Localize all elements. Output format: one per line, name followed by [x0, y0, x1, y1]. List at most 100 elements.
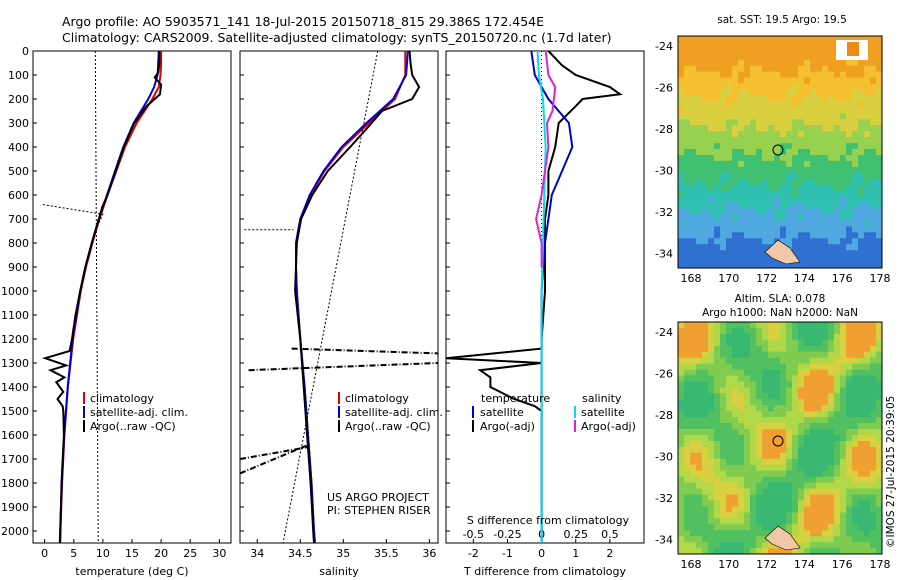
sla-pixel — [780, 417, 787, 424]
sst-pixel — [864, 143, 871, 150]
sst-pixel — [690, 125, 697, 132]
sla-pixel — [876, 351, 883, 358]
sst-pixel — [810, 214, 817, 221]
sla-pixel — [762, 417, 769, 424]
sla-pixel — [852, 518, 859, 525]
sst-pixel — [774, 172, 781, 180]
sst-pixel — [780, 65, 787, 72]
map-lon-label: 176 — [832, 558, 853, 571]
sla-pixel — [720, 387, 727, 394]
sla-pixel — [726, 488, 733, 495]
sla-pixel — [810, 339, 817, 347]
sst-pixel — [690, 131, 697, 138]
sst-pixel — [876, 232, 883, 239]
sst-pixel — [810, 262, 817, 269]
sla-pixel — [696, 387, 703, 394]
sst-pixel — [780, 262, 787, 269]
sst-pixel — [744, 59, 751, 67]
sla-pixel — [786, 429, 793, 436]
sla-pixel — [690, 512, 697, 519]
sst-pixel — [702, 196, 709, 203]
sst-pixel — [738, 71, 745, 78]
sla-pixel — [696, 500, 703, 507]
sla-pixel — [744, 536, 751, 543]
s_argo-series-line — [535, 50, 557, 267]
sst-pixel — [780, 89, 787, 96]
sst-pixel — [738, 190, 745, 197]
sla-pixel — [828, 429, 835, 436]
sst-pixel — [870, 184, 877, 191]
sla-pixel — [876, 536, 883, 543]
sla-pixel — [780, 393, 787, 400]
sla-pixel — [852, 363, 859, 370]
sla-pixel — [702, 357, 709, 364]
sla-pixel — [726, 536, 733, 543]
sst-pixel — [750, 238, 757, 245]
sla-pixel — [690, 518, 697, 525]
sla-pixel — [744, 363, 751, 370]
sst-pixel — [678, 53, 685, 61]
sst-pixel — [684, 143, 691, 150]
sla-pixel — [726, 351, 733, 358]
sst-pixel — [798, 226, 805, 233]
sst-pixel — [678, 137, 685, 144]
sla-pixel — [696, 470, 703, 477]
sla-pixel — [726, 345, 733, 353]
sla-pixel — [852, 357, 859, 364]
sla-pixel — [798, 423, 805, 430]
sst-pixel — [834, 160, 841, 168]
sla-pixel — [816, 524, 823, 531]
sst-pixel — [690, 238, 697, 245]
sla-pixel — [726, 375, 733, 382]
sla-pixel — [756, 429, 763, 436]
sst-pixel — [714, 256, 721, 263]
sla-pixel — [696, 333, 703, 341]
sst-pixel — [708, 89, 715, 96]
sla-pixel — [732, 411, 739, 418]
sst-pixel — [804, 238, 811, 245]
sst-pixel — [804, 71, 811, 78]
sst-pixel — [690, 101, 697, 108]
sst-pixel — [786, 202, 793, 209]
sla-pixel — [870, 536, 877, 543]
sla-pixel — [870, 322, 877, 329]
sla-pixel — [726, 470, 733, 477]
sst-pixel — [876, 113, 883, 120]
sla-pixel — [840, 339, 847, 347]
sla-pixel — [726, 327, 733, 335]
sst-pixel — [690, 89, 697, 96]
sst-pixel — [810, 172, 817, 180]
sst-pixel — [774, 107, 781, 114]
sla-pixel — [798, 464, 805, 472]
sst-pixel — [762, 262, 769, 269]
sla-pixel — [774, 512, 781, 519]
sst-pixel — [798, 137, 805, 144]
sst-pixel — [726, 149, 733, 156]
sst-pixel — [828, 36, 835, 43]
sst-pixel — [780, 131, 787, 138]
sst-pixel — [774, 166, 781, 174]
sla-pixel — [768, 387, 775, 394]
sla-pixel — [840, 399, 847, 406]
sst-pixel — [768, 208, 775, 215]
sst-pixel — [714, 113, 721, 120]
sst-pixel — [738, 119, 745, 126]
sst-pixel — [696, 214, 703, 221]
sla-pixel — [864, 423, 871, 430]
sla-pixel — [696, 524, 703, 531]
sla-pixel — [828, 506, 835, 513]
sla-pixel — [690, 333, 697, 341]
sla-pixel — [822, 411, 829, 418]
sla-pixel — [780, 446, 787, 454]
sla-map-subtitle: Argo h1000: NaN h2000: NaN — [702, 307, 858, 319]
sla-pixel — [690, 524, 697, 531]
sla-pixel — [822, 470, 829, 477]
sla-pixel — [684, 381, 691, 388]
sst-pixel — [678, 119, 685, 126]
sla-pixel — [780, 381, 787, 388]
sst-pixel — [876, 137, 883, 144]
sst-pixel — [690, 143, 697, 150]
sla-pixel — [768, 417, 775, 424]
sla-pixel — [828, 393, 835, 400]
sla-pixel — [828, 488, 835, 495]
